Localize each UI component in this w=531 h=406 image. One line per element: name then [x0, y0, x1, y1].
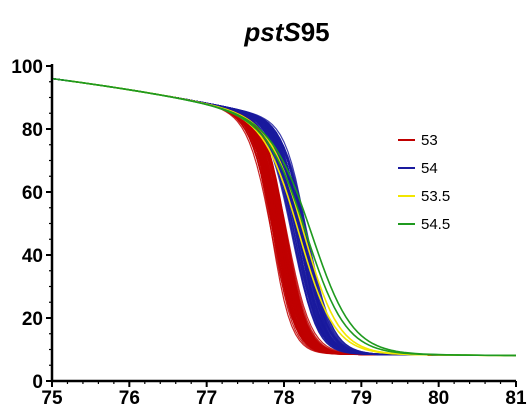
legend-label-53: 53	[421, 132, 438, 149]
x-tick-label: 78	[273, 388, 294, 406]
axes-group: 75 76 77 78 79 80 81 0 20 40 60 80 100	[11, 57, 527, 406]
y-tick-label: 100	[11, 57, 43, 78]
x-tick-label: 76	[119, 388, 140, 406]
x-tick-label: 80	[428, 388, 449, 406]
x-tick-label: 75	[41, 388, 63, 406]
x-tick-label: 81	[505, 388, 527, 406]
y-tick-label: 60	[22, 183, 43, 204]
legend-label-53-5: 53.5	[421, 188, 450, 205]
legend-label-54: 54	[421, 160, 438, 177]
curve-54-5	[51, 77, 517, 357]
legend: 53 54 53.5 54.5	[398, 132, 450, 233]
curves-group	[51, 77, 517, 357]
series-54-5	[51, 77, 517, 357]
y-tick-label: 80	[22, 120, 43, 141]
legend-label-54-5: 54.5	[421, 216, 450, 233]
x-tick-label: 79	[351, 388, 372, 406]
x-tick-label: 77	[196, 388, 217, 406]
y-tick-label: 0	[32, 372, 43, 393]
y-tick-label: 40	[22, 246, 43, 267]
y-tick-label: 20	[22, 309, 43, 330]
chart-title: pstS95	[243, 17, 329, 47]
